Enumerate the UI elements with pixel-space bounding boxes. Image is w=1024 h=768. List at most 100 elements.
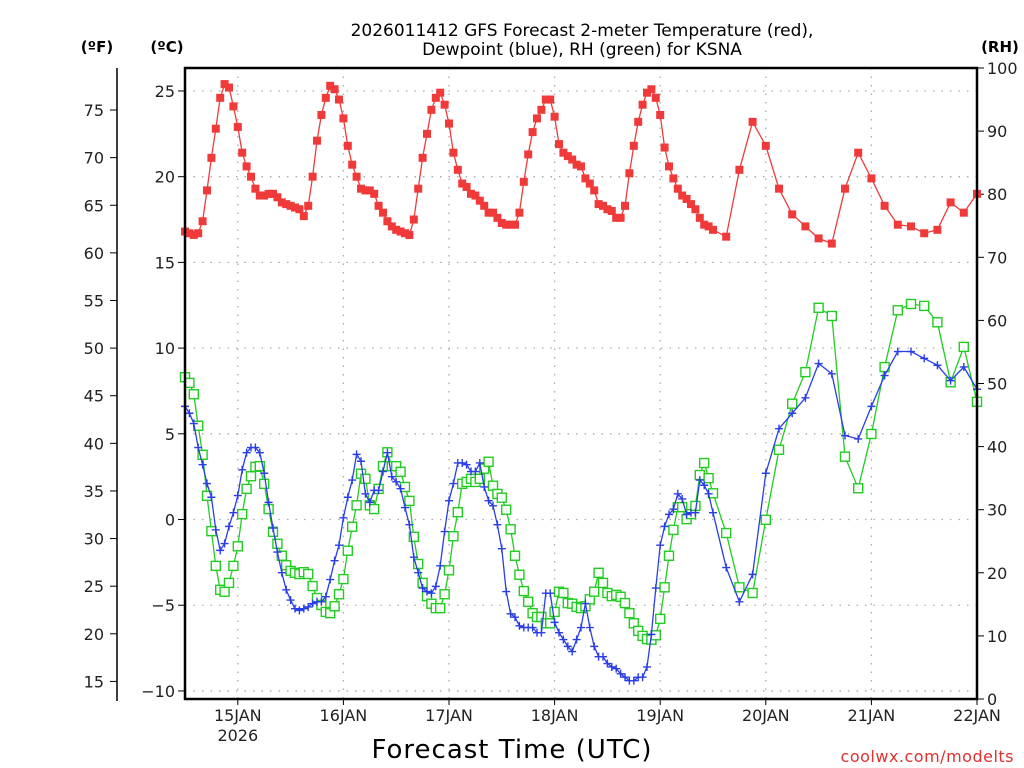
rh-tick-label: 30 bbox=[987, 501, 1007, 520]
rh-point bbox=[919, 300, 930, 312]
temperature-point bbox=[704, 222, 713, 231]
rh-point bbox=[514, 569, 525, 580]
plot-frame bbox=[183, 66, 979, 701]
dewpoint-point bbox=[440, 527, 449, 536]
rh-point bbox=[826, 310, 837, 322]
temperature-point bbox=[189, 230, 198, 239]
rh-point bbox=[342, 545, 353, 556]
rh-point bbox=[589, 586, 600, 597]
temperature-point bbox=[761, 141, 770, 150]
temperature-point bbox=[814, 234, 823, 243]
dewpoint-point bbox=[308, 599, 317, 608]
temperature-point bbox=[867, 174, 876, 183]
rh-point bbox=[892, 305, 903, 316]
rh-point bbox=[347, 521, 358, 532]
dewpoint-point bbox=[550, 618, 559, 627]
dewpoint-point bbox=[489, 501, 497, 510]
temperature-point bbox=[581, 174, 590, 183]
dewpoint-point bbox=[735, 597, 744, 606]
temperature-point bbox=[691, 205, 700, 214]
temperature-point bbox=[709, 225, 717, 234]
rh-point bbox=[624, 607, 635, 619]
series-rh bbox=[179, 298, 983, 645]
dewpoint-point bbox=[387, 472, 396, 481]
dewpoint-point bbox=[959, 362, 968, 371]
temperature-point bbox=[220, 80, 229, 89]
temperature-point bbox=[946, 198, 955, 207]
celsius-axis: −10 −5 0 5 10 15 20 25 bbox=[141, 82, 185, 701]
rh-point bbox=[210, 560, 222, 572]
celsius-tick-label: −5 bbox=[151, 596, 175, 615]
temperature-point bbox=[405, 230, 414, 239]
dewpoint-point bbox=[339, 513, 348, 522]
rh-point bbox=[443, 565, 455, 576]
temperature-point bbox=[414, 184, 423, 193]
rh-point bbox=[333, 589, 345, 600]
rh-point bbox=[593, 567, 604, 578]
temperature-point bbox=[471, 191, 480, 200]
dewpoint-point bbox=[321, 592, 330, 601]
dewpoint-point bbox=[502, 587, 511, 596]
temperature-point bbox=[361, 186, 370, 195]
dewpoint-point bbox=[775, 424, 783, 433]
dewpoint-point bbox=[405, 520, 414, 529]
temperature-point bbox=[423, 129, 431, 138]
dewpoint-point bbox=[211, 525, 220, 534]
dewpoint-point bbox=[282, 585, 291, 594]
temperature-point bbox=[656, 110, 665, 119]
dewpoint-point bbox=[207, 493, 216, 502]
dewpoint-point bbox=[431, 582, 440, 591]
dewpoint-point bbox=[326, 575, 335, 584]
temperature-point bbox=[537, 105, 546, 114]
dewpoint-point bbox=[343, 493, 352, 502]
dewpoint-point bbox=[198, 460, 207, 469]
dewpoint-point bbox=[273, 548, 282, 557]
rh-point bbox=[655, 613, 666, 625]
temperature-point bbox=[634, 117, 643, 126]
dewpoint-point bbox=[673, 489, 682, 498]
temperature-point bbox=[735, 165, 744, 174]
temperature-point bbox=[484, 208, 493, 217]
rh-tick-label: 10 bbox=[987, 627, 1007, 646]
temperature-point bbox=[326, 81, 335, 90]
rh-point bbox=[395, 466, 406, 478]
temperature-point bbox=[748, 117, 757, 126]
fahrenheit-tick-label: 55 bbox=[84, 291, 104, 310]
dewpoint-point bbox=[559, 635, 568, 644]
dewpoint-point bbox=[603, 659, 612, 668]
temperature-point bbox=[462, 182, 471, 191]
temperature-point bbox=[920, 229, 929, 238]
temperature-point bbox=[343, 141, 352, 150]
rh-point bbox=[703, 472, 714, 484]
temperature-point bbox=[475, 196, 484, 205]
temperature-point bbox=[700, 220, 709, 229]
rh-point bbox=[399, 481, 411, 493]
dewpoint-point bbox=[427, 589, 436, 598]
fahrenheit-tick-label: 30 bbox=[84, 530, 104, 549]
temperature-point bbox=[313, 136, 321, 145]
temperature-point bbox=[880, 201, 889, 210]
dewpoint-point bbox=[827, 369, 836, 378]
temperature-point bbox=[291, 203, 299, 212]
dewpoint-point bbox=[678, 494, 687, 503]
dewpoint-point bbox=[330, 556, 339, 565]
rh-point bbox=[272, 538, 283, 549]
credit-text: coolwx.com/modelts bbox=[841, 747, 1014, 766]
dewpoint-point bbox=[537, 628, 546, 637]
temperature-point bbox=[282, 200, 291, 209]
rh-point bbox=[338, 573, 349, 585]
dewpoint-point bbox=[621, 673, 629, 682]
dewpoint-point bbox=[568, 647, 577, 656]
rh-point bbox=[853, 483, 864, 494]
temperature-point bbox=[286, 201, 295, 210]
temperature-point bbox=[383, 217, 392, 226]
fahrenheit-tick-label: 15 bbox=[84, 672, 104, 691]
time-tick-label: 15JAN bbox=[214, 706, 262, 725]
temperature-point bbox=[519, 177, 528, 186]
rh-point bbox=[597, 577, 609, 589]
time-tick-label: 22JAN bbox=[953, 706, 1001, 725]
dewpoint-point bbox=[511, 613, 519, 622]
rh-tick-label: 20 bbox=[987, 564, 1007, 583]
